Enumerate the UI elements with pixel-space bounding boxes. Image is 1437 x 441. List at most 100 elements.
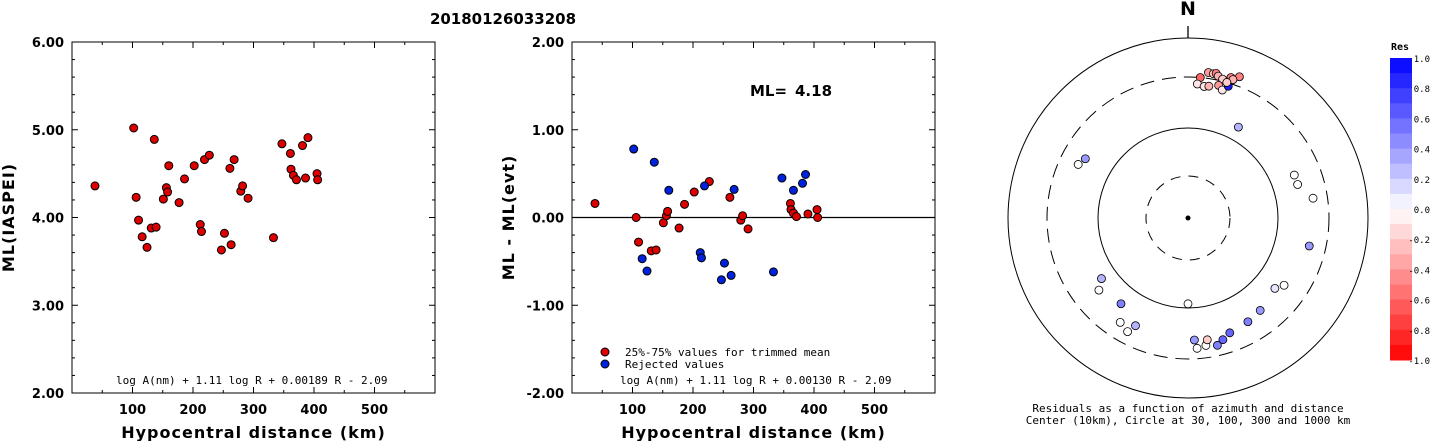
colorbar-cells	[1390, 58, 1412, 361]
colorbar-tick-label: 0.6	[1414, 115, 1430, 125]
x-tick-label: 300	[240, 403, 267, 418]
data-point	[131, 192, 141, 202]
data-point	[204, 150, 214, 160]
data-point	[680, 199, 690, 209]
data-point	[291, 175, 301, 185]
colorbar-cell	[1390, 239, 1412, 255]
x-tick-label: 200	[179, 403, 206, 418]
colorbar-cell	[1390, 163, 1412, 180]
ring-300km	[1046, 76, 1330, 360]
data-point	[243, 193, 253, 203]
station-point	[1183, 299, 1193, 309]
legend-marker	[600, 359, 610, 369]
data-point	[134, 215, 144, 225]
formula-text: log A(nm) + 1.11 log R + 0.00189 R - 2.0…	[116, 374, 388, 387]
colorbar-cell	[1390, 133, 1412, 150]
station-point	[1243, 317, 1253, 327]
colorbar-tick-label: 0.8	[1414, 85, 1430, 95]
y-tick-label: -2.00	[527, 387, 564, 402]
data-point	[129, 123, 139, 133]
station-point	[1189, 335, 1199, 345]
formula-text: log A(nm) + 1.11 log R + 0.00130 R - 2.0…	[620, 374, 892, 387]
station-point	[1279, 280, 1289, 290]
data-point	[189, 161, 199, 171]
station-point	[1255, 306, 1265, 315]
station-point	[1270, 283, 1280, 293]
colorbar-cell	[1390, 88, 1412, 104]
residual-vs-distance-plot: 100 200 300 400 500 -2.00 -1.00 0.00 1.00 2.00 Hy…	[499, 36, 936, 441]
station-points	[1073, 68, 1318, 353]
colorbar-cell	[1390, 178, 1412, 195]
data-point	[674, 223, 684, 233]
data-point	[216, 245, 226, 255]
data-point	[158, 194, 168, 204]
legend: 25%-75% values for trimmed meanRejected …	[600, 346, 830, 371]
data-point	[238, 181, 248, 191]
data-point	[716, 275, 726, 285]
data-point	[798, 178, 808, 188]
data-point	[719, 258, 729, 268]
data-point	[225, 163, 235, 173]
data-point	[777, 173, 787, 183]
data-points	[90, 123, 323, 255]
colorbar-title: Res	[1391, 42, 1409, 53]
colorbar-cell	[1390, 193, 1412, 210]
colorbar-tick-label: -0.8	[1408, 327, 1430, 337]
data-point	[651, 245, 661, 255]
azimuth-residual-polar-plot: N Residuals as a function of azimuth and…	[1007, 0, 1369, 427]
data-point	[137, 232, 147, 242]
data-point	[738, 211, 748, 221]
data-point	[813, 213, 823, 222]
x-axis-label: Hypocentral distance (km)	[121, 423, 386, 441]
colorbar-tick-label: -0.4	[1408, 266, 1430, 276]
colorbar-cell	[1390, 209, 1412, 225]
station-point	[1225, 328, 1235, 338]
station-point	[1204, 81, 1214, 91]
data-point	[313, 175, 323, 185]
plot-frame	[71, 41, 436, 394]
data-point	[142, 242, 152, 252]
data-point	[590, 198, 600, 208]
data-point	[151, 222, 161, 232]
axis-ticks: 100 200 300 400 500 2.00 3.00 4.00 5.00 6.00	[32, 36, 435, 418]
station-point	[1131, 321, 1140, 331]
x-tick-label: 500	[361, 403, 388, 418]
data-point	[229, 155, 239, 165]
station-point	[1202, 335, 1212, 345]
colorbar-cell	[1390, 254, 1412, 270]
legend-marker	[600, 347, 610, 357]
data-point	[226, 240, 236, 250]
data-point	[725, 192, 735, 202]
station-point	[1212, 340, 1222, 350]
legend-label: 25%-75% values for trimmed mean	[625, 346, 830, 359]
data-point	[174, 198, 184, 208]
colorbar-tick-label: 0.0	[1414, 206, 1430, 216]
colorbar-cell	[1390, 73, 1412, 89]
colorbar-labels: 1.0 0.8 0.6 0.4 0.2 0.0 -0.2 -0.4 -0.6 -0.8 -1.0	[1408, 55, 1430, 367]
station-point	[1123, 327, 1132, 337]
station-point	[1218, 335, 1228, 345]
x-axis-label: Hypocentral distance (km)	[621, 423, 886, 441]
x-tick-label: 100	[619, 403, 646, 418]
caption-line-1: Residuals as a function of azimuth and d…	[1032, 402, 1343, 415]
data-point	[696, 253, 706, 263]
x-tick-label: 300	[740, 403, 767, 418]
data-point	[803, 209, 813, 219]
colorbar-tick-label: -0.6	[1408, 297, 1430, 307]
station-point	[1308, 193, 1318, 203]
data-point	[629, 144, 639, 154]
data-point	[631, 213, 641, 222]
x-tick-label: 500	[861, 403, 888, 418]
y-tick-label: 2.00	[32, 387, 64, 402]
colorbar-tick-label: 0.2	[1414, 176, 1430, 186]
data-point	[285, 148, 295, 158]
y-tick-label: 2.00	[532, 36, 564, 51]
station-point	[1080, 154, 1090, 164]
colorbar-cell	[1390, 299, 1412, 316]
data-point	[664, 185, 674, 195]
station-point	[1289, 170, 1299, 180]
data-point	[164, 161, 174, 171]
y-tick-label: 5.00	[32, 124, 64, 139]
ring-30km	[1145, 175, 1231, 261]
residual-colorbar: Res 1.0 0.8 0.6 0.4 0.2 0.0 -0.2 -0.4 -0.6 -0.8 -1…	[1390, 42, 1430, 367]
